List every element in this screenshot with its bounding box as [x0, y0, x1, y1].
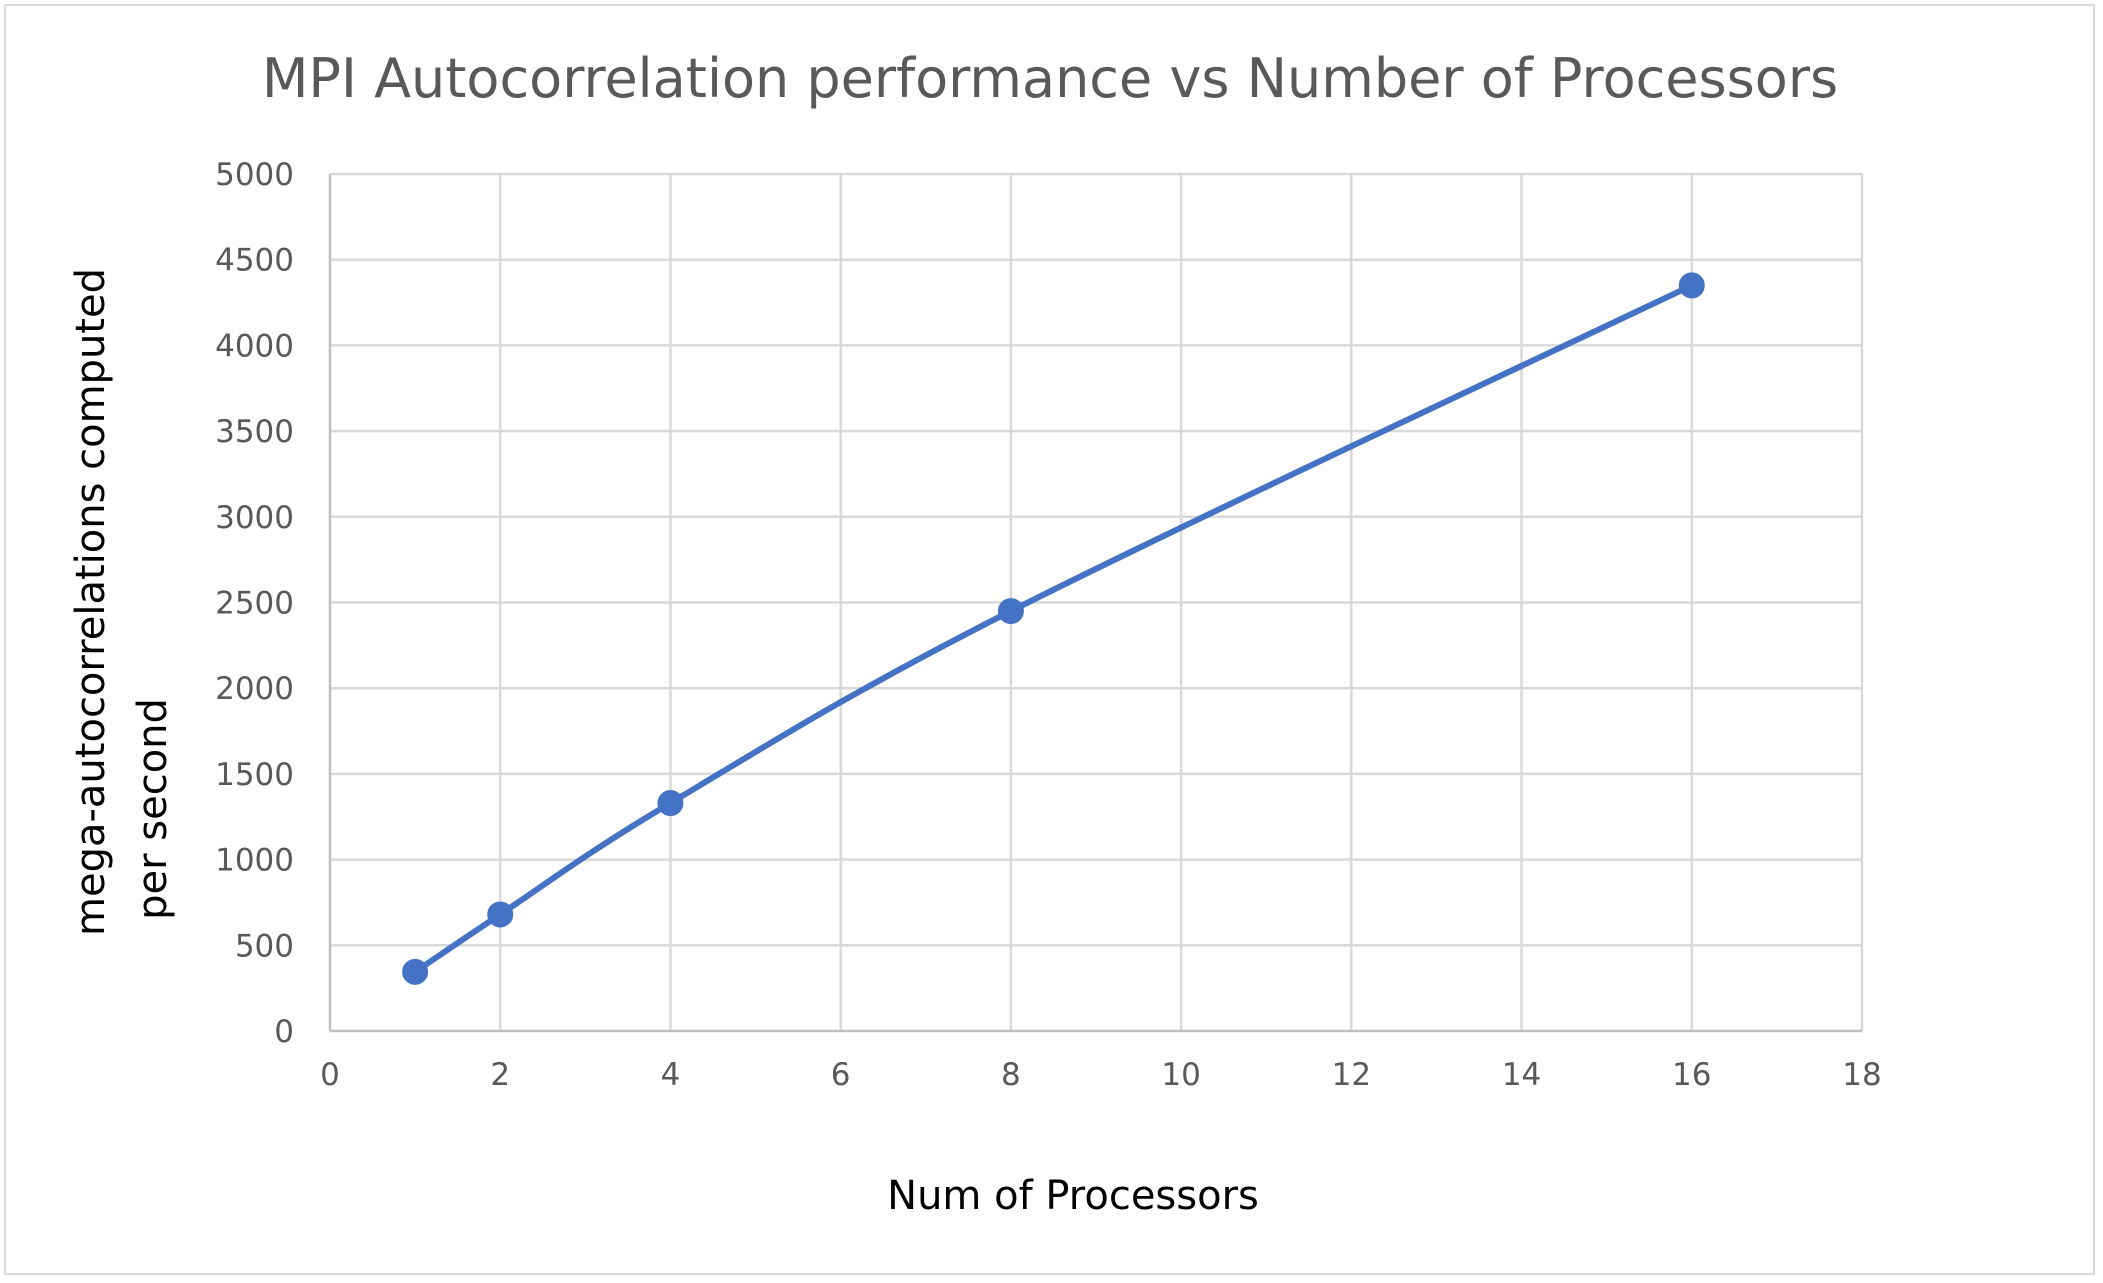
x-tick-label: 10 — [1161, 1057, 1200, 1093]
x-tick-label: 6 — [831, 1057, 851, 1093]
y-tick-labels: 0 500 1000 1500 2000 2500 3000 3500 4000 4500 5000 — [215, 157, 294, 1050]
y-tick-label: 500 — [235, 928, 294, 964]
data-point-marker — [657, 790, 684, 817]
x-tick-label: 16 — [1672, 1057, 1711, 1093]
x-tick-label: 14 — [1502, 1057, 1541, 1093]
y-tick-label: 0 — [274, 1014, 294, 1050]
y-tick-label: 1500 — [215, 757, 294, 793]
x-tick-label: 2 — [490, 1057, 510, 1093]
x-tick-label: 0 — [320, 1057, 340, 1093]
y-axis-title-line-1: mega-autocorrelations computed — [68, 268, 114, 936]
series-line — [412, 282, 1695, 975]
x-tick-labels: 0 2 4 6 8 10 12 14 16 18 — [320, 1057, 1882, 1093]
y-axis-title-line-2: per second — [130, 698, 176, 920]
y-tick-label: 3000 — [215, 500, 294, 536]
data-point-marker — [487, 901, 514, 928]
x-tick-label: 18 — [1842, 1057, 1881, 1093]
y-tick-label: 4500 — [215, 243, 294, 279]
data-series — [402, 272, 1705, 985]
x-tick-label: 4 — [661, 1057, 681, 1093]
grid-lines — [330, 172, 1864, 1031]
x-tick-label: 12 — [1332, 1057, 1371, 1093]
chart-title: MPI Autocorrelation performance vs Numbe… — [262, 47, 1838, 110]
axes — [328, 174, 1862, 1033]
y-tick-label: 2000 — [215, 671, 294, 707]
y-tick-label: 1000 — [215, 843, 294, 879]
y-tick-label: 2500 — [215, 586, 294, 622]
x-axis-title: Num of Processors — [887, 1173, 1259, 1219]
y-tick-label: 4000 — [215, 328, 294, 364]
y-tick-label: 3500 — [215, 414, 294, 450]
data-point-marker — [1678, 272, 1705, 299]
data-point-marker — [402, 958, 429, 985]
y-tick-label: 5000 — [215, 157, 294, 193]
x-tick-label: 8 — [1001, 1057, 1021, 1093]
data-point-marker — [997, 598, 1024, 625]
chart-frame — [4, 4, 2095, 1275]
y-axis-title: mega-autocorrelations computed per secon… — [68, 268, 176, 936]
